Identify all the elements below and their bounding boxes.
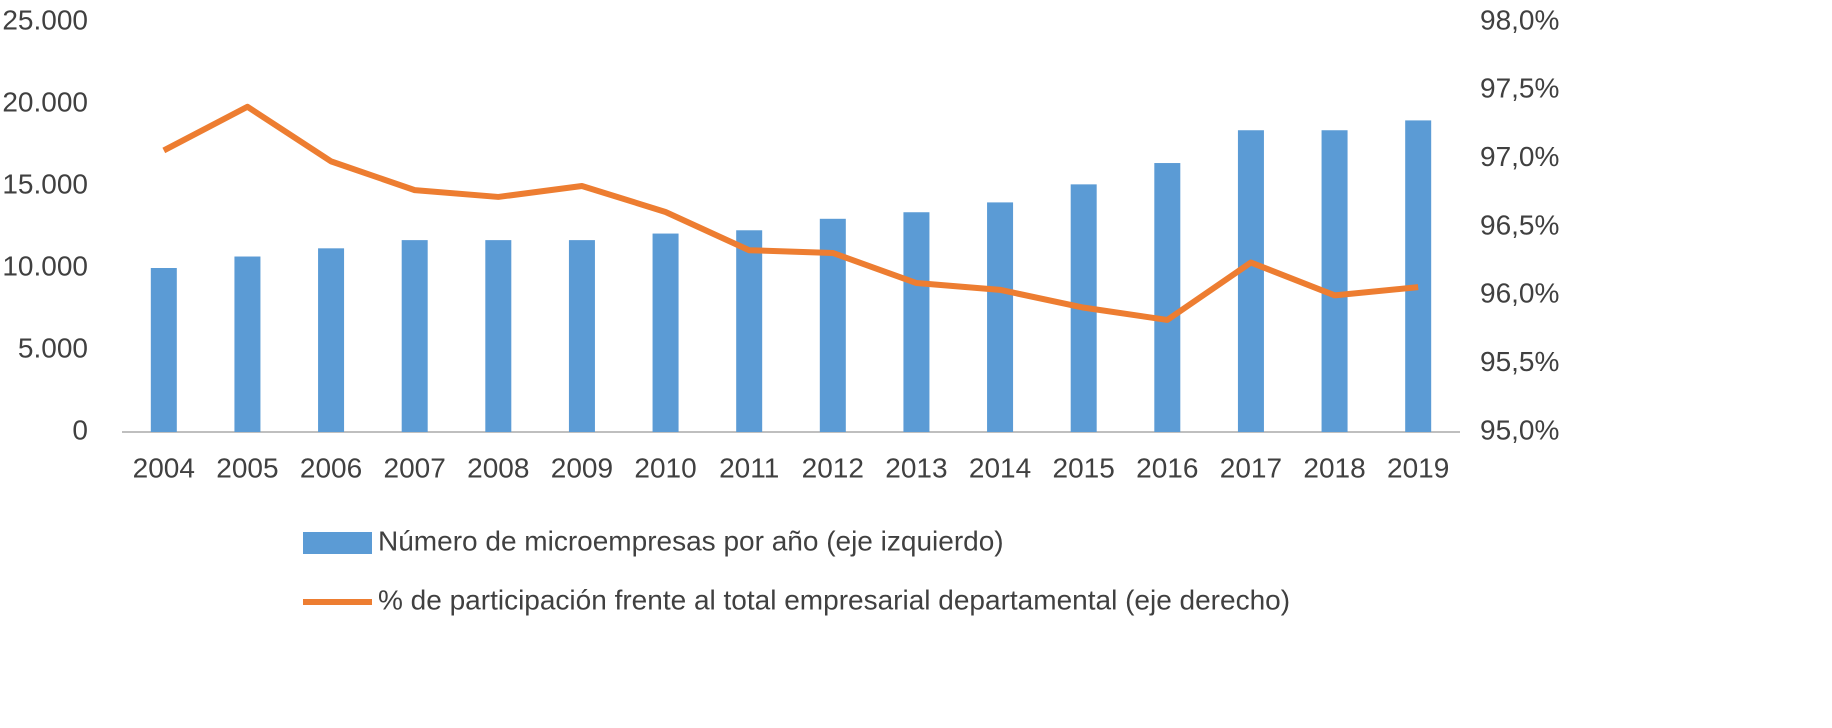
y-tick-label: 0 [72,414,88,445]
y-tick-label: 20.000 [2,86,88,117]
y-tick-label: 5.000 [18,332,88,363]
x-tick-label: 2006 [300,452,362,483]
legend-label: Número de microempresas por año (eje izq… [378,525,1004,556]
x-tick-label: 2018 [1303,452,1365,483]
line [162,103,1419,323]
x-tick-label: 2017 [1220,452,1282,483]
y-tick-label: 10.000 [2,250,88,281]
x-tick-label: 2012 [802,452,864,483]
y2-tick-label: 97,0% [1480,141,1559,172]
bar [1154,163,1181,433]
bar [318,248,345,432]
x-tick-label: 2004 [133,452,195,483]
bar [234,256,261,432]
x-tick-label: 2016 [1136,452,1198,483]
x-tick-label: 2015 [1053,452,1115,483]
x-tick-label: 2008 [467,452,529,483]
x-tick-label: 2013 [885,452,947,483]
bar [401,240,428,432]
y2-tick-label: 96,5% [1480,209,1559,240]
bar [485,240,512,432]
x-tick-label: 2009 [551,452,613,483]
bar [568,240,595,432]
legend-label: % de participación frente al total empre… [378,584,1290,615]
y-tick-label: 25.000 [2,4,88,35]
y-tick-label: 15.000 [2,168,88,199]
y2-tick-label: 98,0% [1480,4,1559,35]
bar [1405,120,1432,433]
y2-tick-label: 95,5% [1480,346,1559,377]
bar [1237,130,1264,433]
x-tick-label: 2007 [384,452,446,483]
x-tick-label: 2010 [634,452,696,483]
x-tick-label: 2005 [216,452,278,483]
bar [150,268,177,432]
x-tick-label: 2014 [969,452,1031,483]
y2-tick-label: 95,0% [1480,414,1559,445]
bar [987,202,1014,432]
bar [736,230,763,432]
y2-tick-label: 97,5% [1480,73,1559,104]
bar [1321,130,1348,433]
x-tick-label: 2011 [719,452,779,483]
legend-swatch [303,532,372,554]
x-tick-label: 2019 [1387,452,1449,483]
y2-tick-label: 96,0% [1480,278,1559,309]
bar [903,212,930,432]
bar [652,233,679,432]
